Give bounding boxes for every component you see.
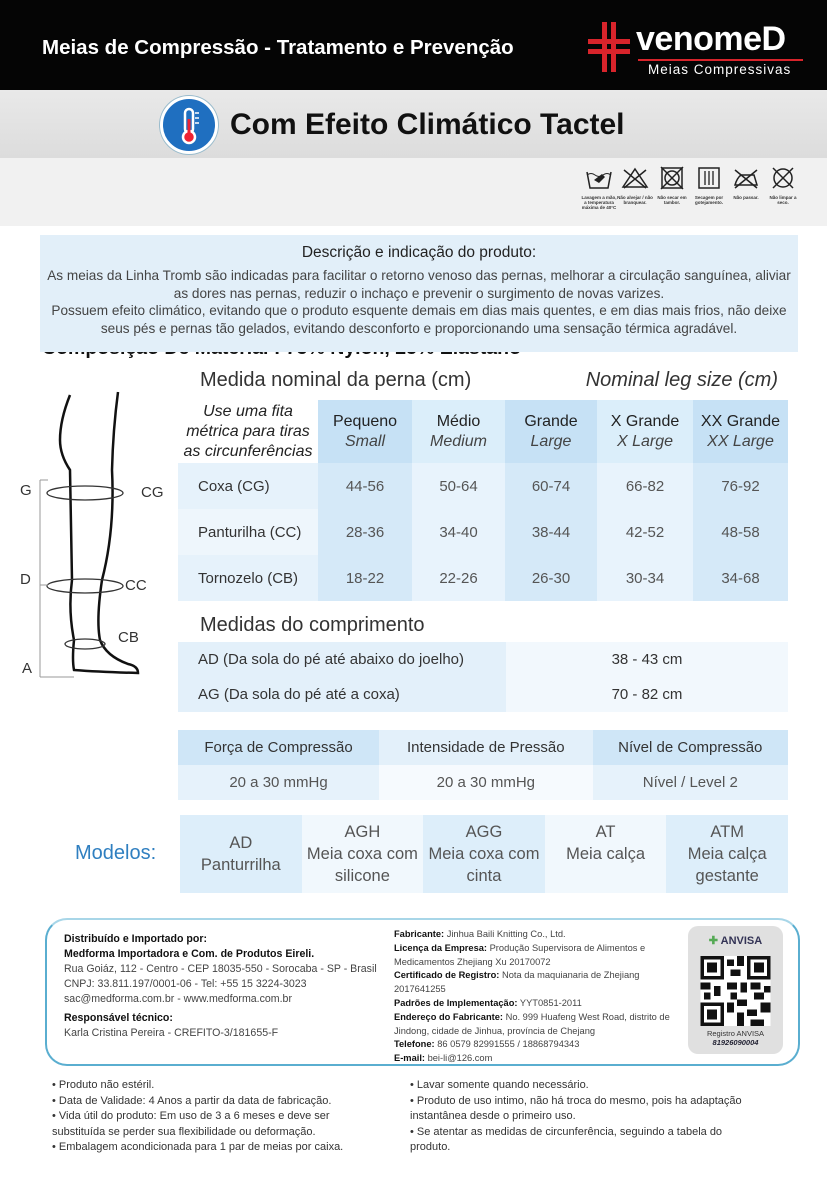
feature-band (0, 90, 827, 158)
table-row: Coxa (CG) 44-56 50-64 60-74 66-82 76-92 (178, 463, 788, 509)
model-agh: AGH Meia coxa com silicone (301, 815, 424, 893)
compression-value-intensity: 20 a 30 mmHg (379, 765, 593, 800)
size-table-title: Medida nominal da perna (cm) (200, 369, 472, 391)
distributor-info: Distribuído e Importado por: Medforma Im… (64, 933, 377, 1039)
compression-header-level: Nível de Compressão (592, 730, 788, 765)
thermometer-icon (160, 96, 218, 154)
diagram-label-g: G (20, 482, 32, 499)
size-col-xxlarge: XX Grande XX Large (693, 400, 788, 463)
leg-diagram: G CG D CC CB A (10, 380, 180, 685)
model-at: AT Meia calça (544, 815, 667, 893)
compression-header-intensity: Intensidade de Pressão (379, 730, 593, 765)
hand-wash-icon: Lavagem a mão, a temperatura máxima de 4… (580, 166, 618, 210)
table-row: Tornozelo (CB) 18-22 22-26 26-30 30-34 34-68 (178, 555, 788, 601)
models-label: Modelos: (75, 842, 157, 864)
length-table-title: Medidas do comprimento (200, 614, 425, 636)
diagram-label-cc: CC (125, 577, 147, 594)
description-box: Descrição e indicação do produto: As mei… (40, 235, 798, 352)
description-paragraph-2: Possuem efeito climático, evitando que o… (51, 303, 787, 336)
size-table-hint: Use uma fita métrica para tiras as circu… (178, 400, 318, 463)
anvisa-registration-number: 81926090004 (712, 1037, 759, 1047)
size-table-title-en: Nominal leg size (cm) (585, 369, 778, 391)
manufacturer-info: Fabricante: Jinhua Baili Knitting Co., L… (394, 929, 670, 1064)
description-paragraph-1: As meias da Linha Tromb são indicadas pa… (47, 268, 791, 301)
red-cross-icon (588, 22, 630, 72)
header-bar: Meias de Compressão - Tratamento e Preve… (0, 0, 827, 90)
no-bleach-icon: Não alvejar / não branquear. (616, 166, 654, 205)
table-row: Panturilha (CC) 28-36 34-40 38-44 42-52 48-58 (178, 509, 788, 555)
no-tumble-dry-icon: Não secar em tambor. (653, 166, 691, 205)
anvisa-badge: ✚ ANVISA Registro ANVISA 81926090004 (688, 926, 783, 1054)
size-table: Use uma fita métrica para tiras as circu… (178, 400, 788, 601)
compression-table: Força de Compressão Intensidade de Press… (178, 730, 788, 800)
description-title: Descrição e indicação do produto: (301, 244, 537, 261)
size-col-xlarge: X Grande X Large (597, 400, 693, 463)
size-col-small: Pequeno Small (318, 400, 412, 463)
models-table: AD Panturrilha AGH Meia coxa com silicone … (180, 815, 788, 893)
qr-code-icon (700, 956, 771, 1026)
size-col-large: Grande Large (505, 400, 597, 463)
model-atm: ATM Meia calça gestante (666, 815, 788, 893)
info-box (45, 918, 800, 1066)
compression-value-force: 20 a 30 mmHg (178, 765, 380, 800)
table-row: AG (Da sola do pé até a coxa) 70 - 82 cm (178, 677, 788, 712)
diagram-label-a: A (22, 660, 32, 677)
no-iron-icon: Não passar. (727, 166, 765, 200)
notes-left: • Produto não estéril. • Data de Validade… (52, 1079, 344, 1153)
venomed-logo: venomeD Meias Compressivas (588, 18, 808, 80)
anvisa-logo: ✚ ANVISA (708, 935, 763, 947)
drip-dry-icon: Secagem por gotejamento. (690, 166, 728, 205)
diagram-label-cb: CB (118, 629, 139, 646)
diagram-label-cg: CG (141, 484, 164, 501)
no-dry-clean-icon: Não limpar a seco. (764, 166, 802, 205)
feature-title: Com Efeito Climático Tactel (230, 108, 625, 141)
length-table: AD (Da sola do pé até abaixo do joelho) 3… (178, 642, 788, 712)
notes-right: • Lavar somente quando necessário. • Prod… (410, 1079, 742, 1153)
compression-header-force: Força de Compressão (178, 730, 380, 765)
model-ad: AD Panturrilha (180, 815, 302, 893)
anvisa-registration-label: Registro ANVISA (706, 1029, 765, 1038)
header-title: Meias de Compressão - Tratamento e Preve… (42, 36, 514, 59)
diagram-label-d: D (20, 571, 31, 588)
table-row: AD (Da sola do pé até abaixo do joelho) 3… (178, 642, 788, 677)
model-agg: AGG Meia coxa com cinta (423, 815, 545, 893)
compression-value-level: Nível / Level 2 (592, 765, 788, 800)
size-col-medium: Médio Medium (412, 400, 505, 463)
